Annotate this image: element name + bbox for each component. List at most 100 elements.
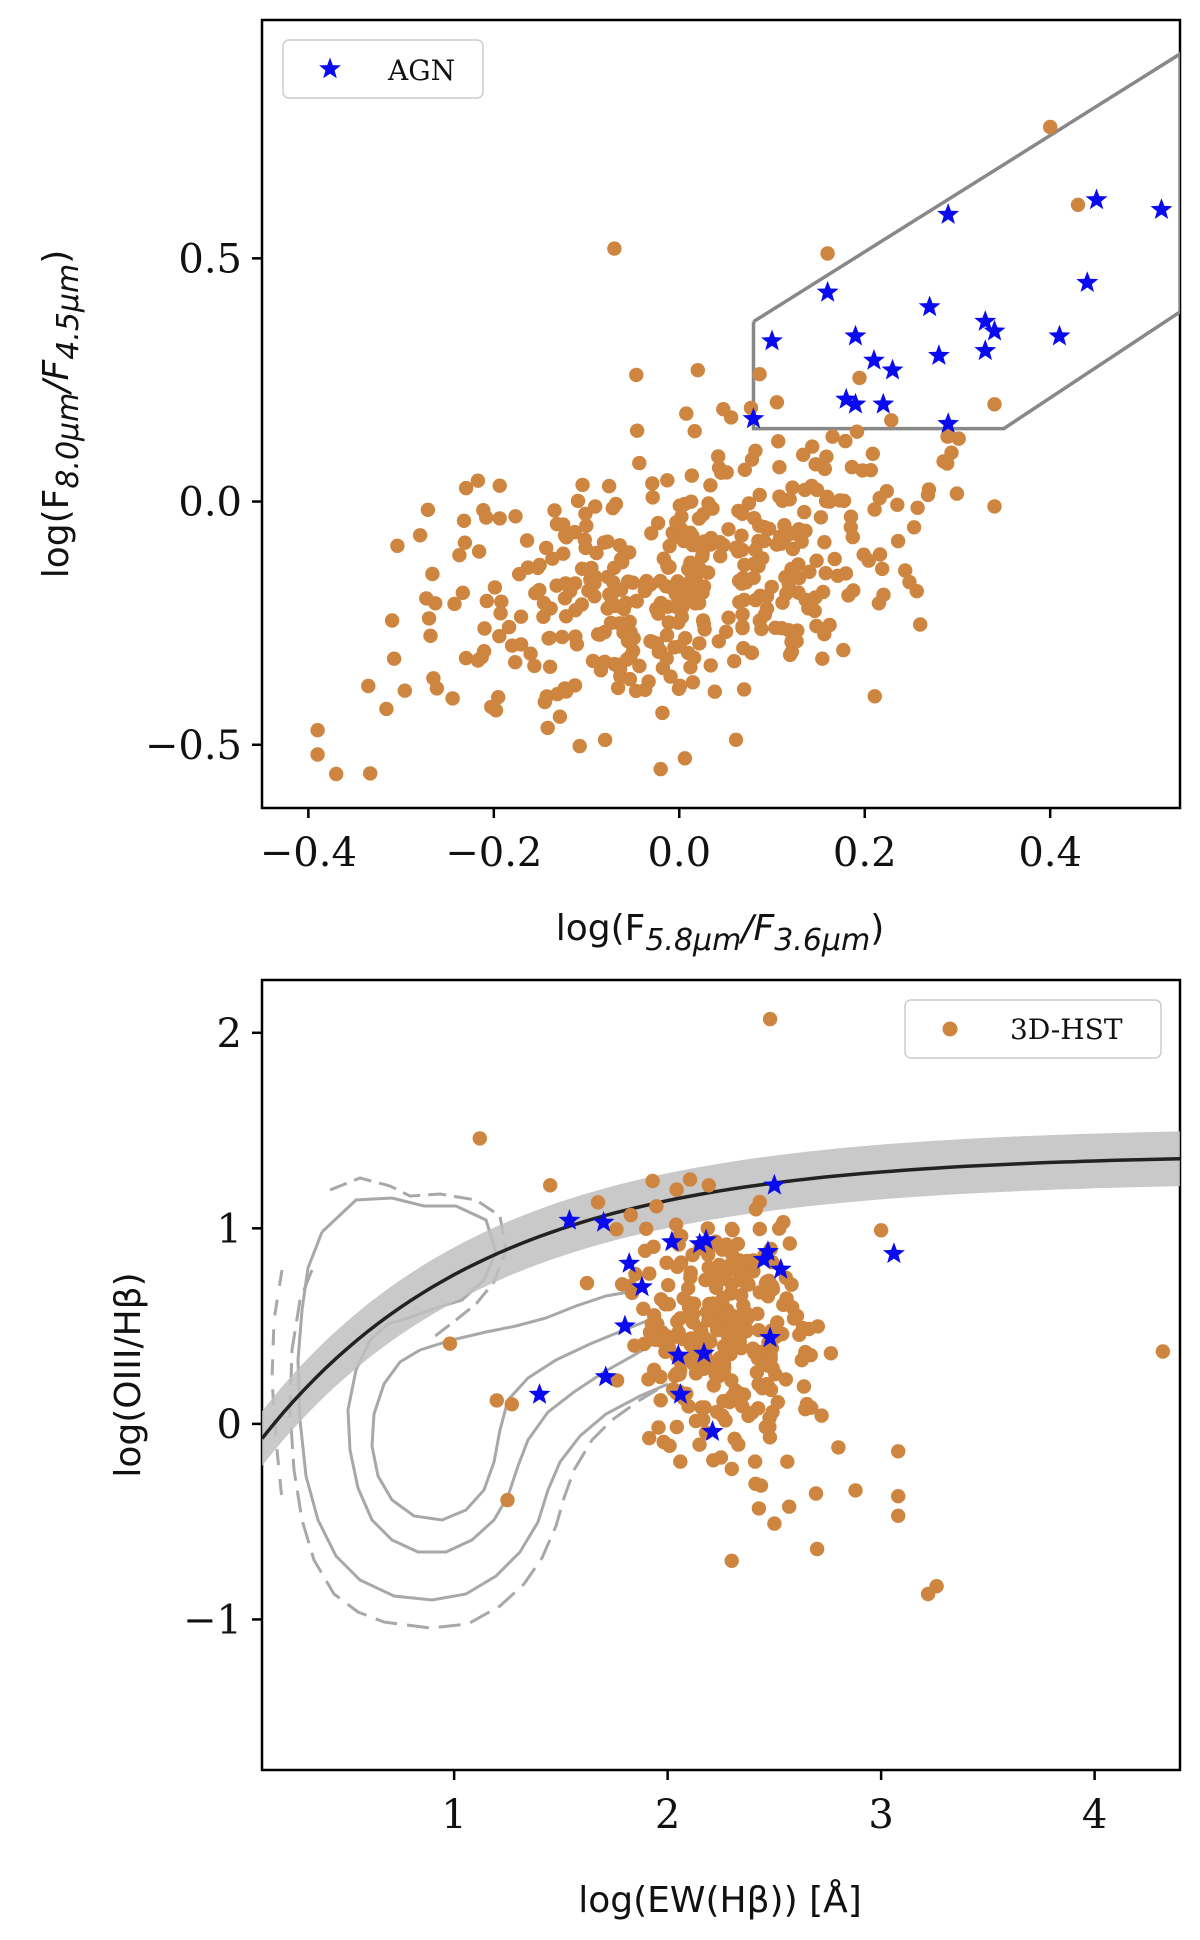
galaxy-point	[669, 1366, 684, 1382]
galaxy-point	[620, 634, 636, 649]
galaxy-point	[867, 689, 882, 704]
galaxy-point	[791, 585, 806, 600]
galaxy-point	[384, 613, 400, 628]
galaxy-point	[508, 509, 523, 524]
galaxy-point	[628, 683, 644, 699]
agn-point	[695, 1228, 717, 1250]
galaxy-point	[556, 546, 571, 561]
legend-label: 3D-HST	[1010, 1013, 1123, 1046]
galaxy-point	[747, 1454, 763, 1469]
agn-point	[974, 339, 997, 361]
galaxy-point	[660, 1329, 675, 1344]
galaxy-point	[725, 1222, 740, 1238]
galaxy-point	[643, 577, 658, 592]
galaxy-point	[684, 494, 699, 509]
galaxy-point	[585, 653, 601, 669]
galaxy-point	[752, 487, 767, 503]
galaxy-point	[987, 397, 1002, 412]
galaxy-point	[747, 1345, 762, 1360]
x-axis-label-top: log(F5.8μm/F3.6μm)	[556, 908, 885, 958]
galaxy-point	[756, 533, 772, 549]
galaxy-point	[771, 434, 786, 449]
agn-point	[759, 1326, 781, 1348]
galaxy-point	[628, 1266, 643, 1282]
galaxy-point	[819, 449, 834, 464]
galaxy-point	[748, 1476, 763, 1492]
galaxy-point	[692, 636, 707, 651]
galaxy-point	[814, 1408, 829, 1423]
galaxy-point	[625, 575, 641, 590]
galaxy-point	[818, 566, 833, 581]
galaxy-point	[720, 1309, 736, 1324]
galaxy-point	[363, 766, 378, 781]
agn-point	[693, 1342, 715, 1363]
agn-point	[918, 295, 941, 317]
agn-point	[1085, 188, 1108, 210]
galaxy-point	[556, 517, 571, 532]
galaxy-point	[792, 1327, 807, 1343]
galaxy-point	[706, 1378, 721, 1393]
galaxy-point	[867, 502, 882, 517]
galaxy-point	[500, 1492, 515, 1508]
galaxy-point	[701, 1313, 716, 1328]
galaxy-point	[891, 1444, 906, 1459]
galaxy-point	[890, 533, 906, 549]
galaxy-point	[557, 591, 573, 606]
galaxy-point	[716, 1366, 732, 1381]
galaxy-point	[479, 593, 494, 609]
galaxy-point	[644, 526, 659, 541]
galaxy-point	[752, 1221, 767, 1237]
galaxy-point	[791, 522, 807, 537]
galaxy-point	[771, 536, 787, 551]
galaxy-point	[642, 1430, 657, 1446]
galaxy-point	[649, 1199, 664, 1214]
galaxy-point	[632, 658, 647, 674]
galaxy-point	[727, 654, 742, 669]
galaxy-point	[645, 490, 660, 505]
galaxy-point	[537, 694, 552, 710]
galaxy-point	[760, 1352, 775, 1368]
galaxy-point	[752, 613, 767, 628]
galaxy-point	[770, 1395, 785, 1410]
galaxy-point	[639, 1221, 654, 1237]
galaxy-point	[609, 1222, 624, 1237]
galaxy-point	[817, 535, 832, 550]
galaxy-point	[471, 544, 487, 559]
agn-star-icon	[319, 57, 341, 79]
galaxy-point	[445, 691, 460, 706]
agn-point	[983, 319, 1006, 341]
galaxy-point	[479, 510, 494, 525]
galaxy-point	[836, 642, 851, 658]
galaxy-point	[574, 597, 589, 612]
galaxy-point	[782, 1236, 797, 1251]
galaxy-point	[846, 583, 861, 598]
galaxy-point	[527, 658, 542, 674]
galaxy-point	[609, 1373, 625, 1388]
agn-point	[592, 1211, 615, 1232]
agn-point	[618, 1252, 641, 1273]
galaxy-point	[607, 241, 622, 256]
galaxy-point	[419, 591, 434, 606]
galaxy-point	[748, 1202, 764, 1217]
galaxy-point	[539, 540, 554, 556]
galaxy-point	[442, 1336, 458, 1351]
galaxy-point	[807, 603, 822, 619]
galaxy-point	[748, 443, 763, 458]
galaxy-point	[423, 628, 438, 643]
galaxy-point	[785, 541, 801, 557]
galaxy-point	[724, 1461, 739, 1477]
galaxy-point	[555, 629, 570, 645]
agn-point	[844, 324, 867, 346]
galaxy-point	[729, 540, 744, 555]
galaxy-point	[477, 621, 492, 636]
galaxy-point	[696, 1361, 712, 1377]
galaxy-point	[784, 561, 799, 577]
galaxy-point	[752, 518, 767, 533]
galaxy-point	[671, 681, 687, 696]
galaxy-point	[504, 1397, 519, 1412]
legend-label: AGN	[387, 54, 455, 87]
galaxy-point	[703, 658, 718, 673]
galaxy-point	[492, 629, 507, 644]
galaxy-point	[898, 563, 913, 578]
